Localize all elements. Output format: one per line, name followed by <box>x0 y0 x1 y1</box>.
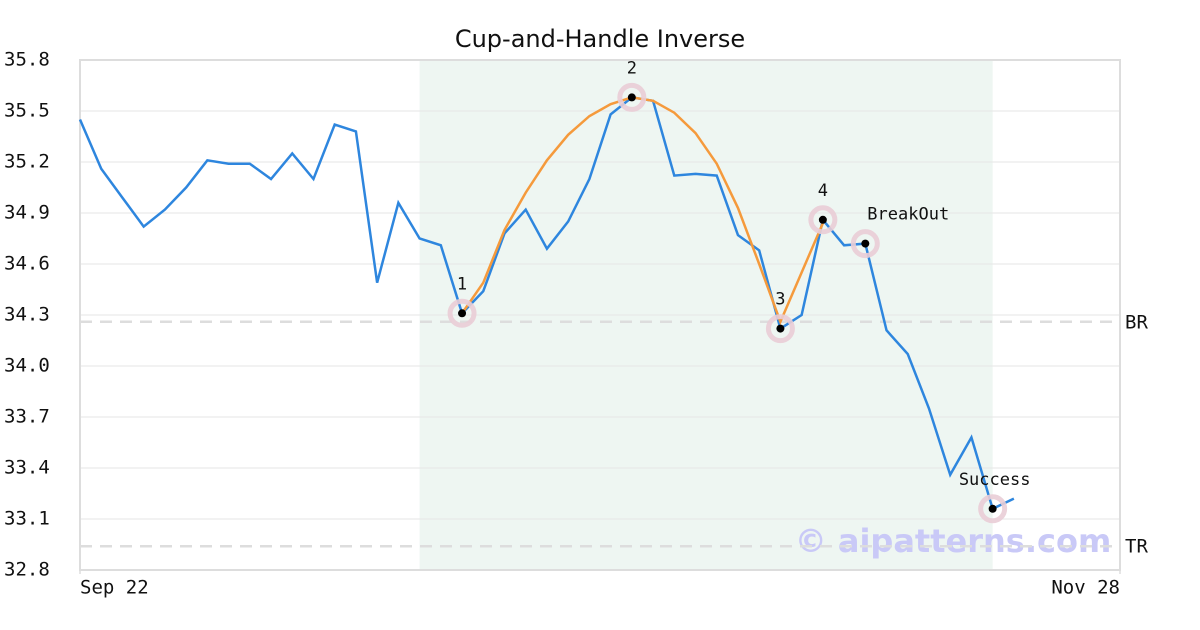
point-halo <box>850 229 880 259</box>
y-tick-label: 33.1 <box>4 508 50 530</box>
point-marker <box>861 239 870 248</box>
chart-title: Cup-and-Handle Inverse <box>455 25 745 53</box>
point-halo <box>808 205 838 235</box>
point-marker <box>988 504 997 513</box>
y-tick-label: 34.6 <box>4 253 50 275</box>
point-label: 4 <box>818 181 828 201</box>
point-marker <box>776 324 785 333</box>
plot-frame <box>79 59 1121 571</box>
point-label: 3 <box>775 290 785 310</box>
point-marker <box>627 93 636 102</box>
y-tick-label: 33.4 <box>4 457 50 479</box>
y-tick-label: 32.8 <box>4 559 50 581</box>
x-tick-label: Sep 22 <box>80 577 149 599</box>
point-halo <box>447 298 477 328</box>
point-label: Success <box>959 470 1031 490</box>
y-tick-label: 34.9 <box>4 202 50 224</box>
x-tick-label: Nov 28 <box>1051 577 1120 599</box>
point-halo <box>978 494 1008 524</box>
y-tick-label: 35.8 <box>4 49 50 71</box>
level-label: BR <box>1125 311 1148 333</box>
point-label: 2 <box>627 58 637 78</box>
point-label: 1 <box>457 274 467 294</box>
series-line <box>78 96 1015 511</box>
y-tick-label: 34.3 <box>4 304 50 326</box>
point-label: BreakOut <box>867 205 949 225</box>
level-label: TR <box>1125 536 1148 558</box>
point-marker <box>458 309 467 318</box>
y-tick-label: 33.7 <box>4 406 50 428</box>
point-halo <box>765 314 795 344</box>
point-halo <box>617 82 647 112</box>
y-tick-label: 35.2 <box>4 151 50 173</box>
y-tick-label: 35.5 <box>4 100 50 122</box>
point-marker <box>818 215 827 224</box>
y-tick-label: 34.0 <box>4 355 50 377</box>
watermark: © aipatterns.com <box>795 522 1112 560</box>
